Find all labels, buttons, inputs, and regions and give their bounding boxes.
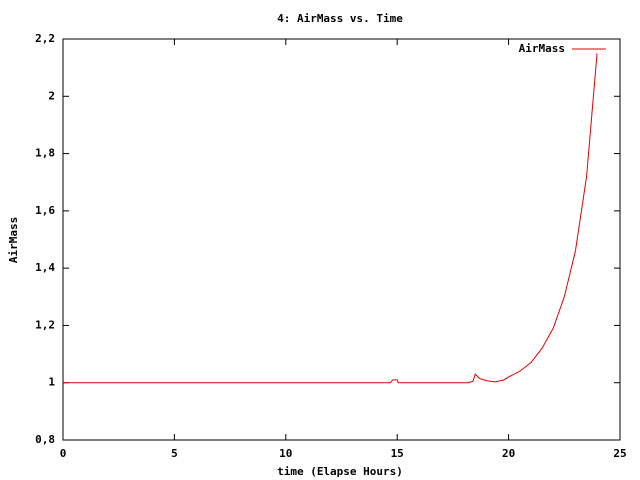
legend-label: AirMass bbox=[519, 42, 565, 55]
plot-border bbox=[62, 38, 621, 441]
x-tick-label: 5 bbox=[171, 447, 178, 460]
y-tick-label: 2 bbox=[48, 89, 55, 102]
x-tick-label: 0 bbox=[60, 447, 67, 460]
x-tick-label: 25 bbox=[613, 447, 626, 460]
x-tick-label: 15 bbox=[391, 447, 404, 460]
x-tick-label: 20 bbox=[502, 447, 515, 460]
x-tick-label: 10 bbox=[279, 447, 292, 460]
y-axis-label: AirMass bbox=[7, 217, 20, 263]
x-axis-label: time (Elapse Hours) bbox=[277, 465, 403, 478]
y-tick-label: 1,4 bbox=[35, 261, 55, 274]
y-tick-label: 1,2 bbox=[35, 318, 55, 331]
y-tick-label: 1,8 bbox=[35, 147, 55, 160]
y-tick-label: 1 bbox=[48, 376, 55, 389]
y-tick-label: 2,2 bbox=[35, 32, 55, 45]
y-tick-label: 0,8 bbox=[35, 433, 55, 446]
chart-title: 4: AirMass vs. Time bbox=[277, 12, 403, 25]
y-tick-label: 1,6 bbox=[35, 204, 55, 217]
data-line bbox=[63, 53, 598, 384]
